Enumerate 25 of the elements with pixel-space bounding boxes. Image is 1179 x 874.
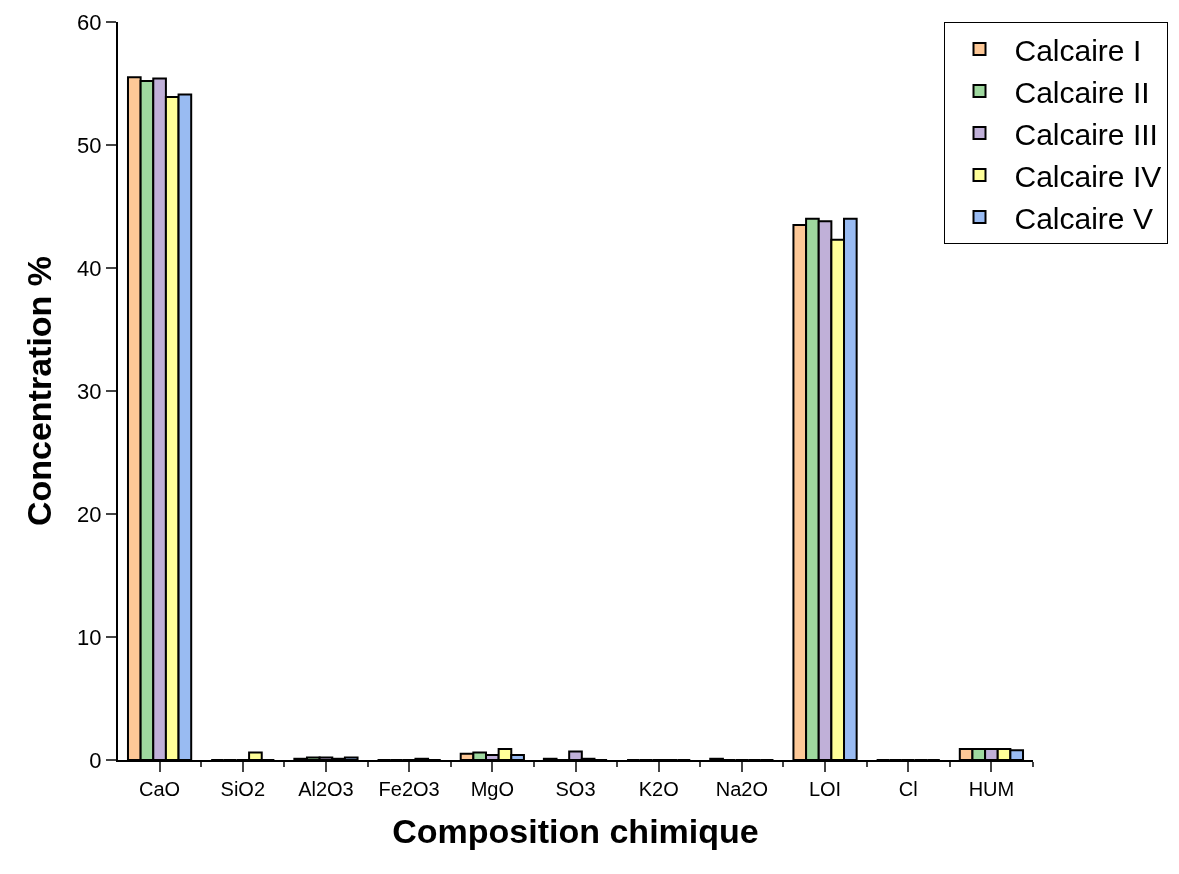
x-tick-label: SiO2 <box>220 778 265 800</box>
y-tick-label: 60 <box>77 9 102 35</box>
x-tick-label: SO3 <box>555 778 596 800</box>
x-tick-label: Na2O <box>715 778 768 800</box>
legend-label: Calcaire II <box>1014 75 1150 109</box>
y-tick-label: 20 <box>77 501 102 527</box>
x-tick-label: K2O <box>638 778 679 800</box>
y-tick-label: 50 <box>77 132 102 158</box>
y-axis-title: Concentration % <box>20 255 59 527</box>
x-axis-title: Composition chimique <box>392 811 759 850</box>
x-tick-label: Cl <box>898 778 918 800</box>
y-tick-label: 40 <box>77 255 102 281</box>
x-tick-label: MgO <box>470 778 514 800</box>
legend-label: Calcaire III <box>1014 117 1158 151</box>
legend-label: Calcaire V <box>1014 201 1153 235</box>
x-tick-label: LOI <box>808 778 842 800</box>
x-tick-label: Fe2O3 <box>378 778 440 800</box>
x-tick-label: HUM <box>968 778 1015 800</box>
x-tick-label: CaO <box>139 778 181 800</box>
x-tick-label: Al2O3 <box>298 778 354 800</box>
legend-label: Calcaire I <box>1014 33 1142 67</box>
legend-label: Calcaire IV <box>1014 159 1162 193</box>
y-tick-label: 30 <box>77 378 102 404</box>
y-tick-label: 0 <box>89 747 102 773</box>
y-tick-label: 10 <box>77 624 102 650</box>
